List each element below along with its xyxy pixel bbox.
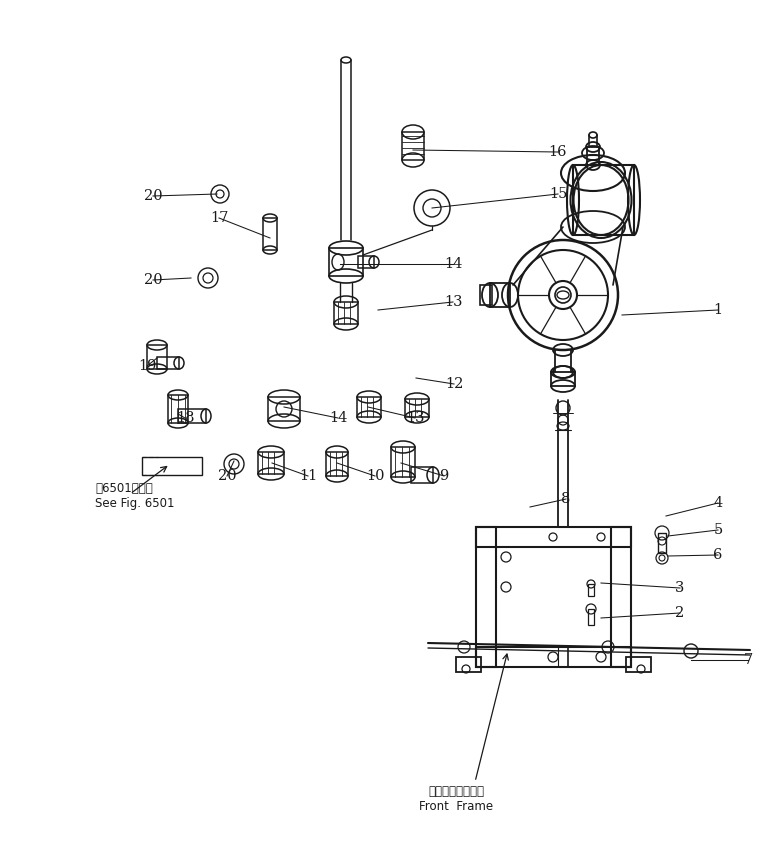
Bar (476, 647, 631, 667)
Text: 18: 18 (175, 411, 194, 425)
Bar (658, 533, 666, 553)
Bar (551, 372, 575, 386)
Bar (268, 397, 300, 421)
Bar (258, 452, 284, 474)
Bar (588, 609, 594, 625)
Text: 14: 14 (444, 257, 462, 271)
Text: 17: 17 (209, 211, 228, 225)
Bar (411, 467, 433, 483)
Bar (588, 584, 594, 596)
Bar (476, 527, 496, 667)
Text: フロントフレーム: フロントフレーム (428, 785, 484, 798)
Bar (178, 409, 206, 423)
Bar (142, 457, 202, 475)
Bar (490, 283, 510, 307)
Bar (334, 302, 358, 324)
Bar (402, 132, 424, 160)
Text: 4: 4 (713, 496, 723, 510)
Text: 2: 2 (676, 606, 685, 620)
Bar (358, 256, 374, 268)
Bar (587, 147, 599, 165)
Bar (626, 657, 651, 672)
Text: 8: 8 (561, 492, 570, 506)
Bar (405, 399, 429, 417)
Text: See Fig. 6501: See Fig. 6501 (95, 497, 175, 510)
Text: 20: 20 (144, 189, 162, 203)
Bar (357, 397, 381, 417)
Text: 1: 1 (713, 303, 723, 317)
Text: 16: 16 (549, 145, 567, 159)
Text: 9: 9 (439, 469, 448, 483)
Bar (329, 248, 363, 276)
Bar (263, 218, 277, 250)
Text: 15: 15 (549, 187, 567, 201)
Text: 10: 10 (366, 469, 384, 483)
Bar (476, 527, 631, 547)
Bar (168, 395, 188, 423)
Text: 13: 13 (406, 411, 424, 425)
Bar (147, 345, 167, 369)
Text: 14: 14 (329, 411, 347, 425)
Bar (480, 285, 492, 305)
Text: 19: 19 (138, 359, 156, 373)
Bar (157, 357, 179, 369)
Text: 20: 20 (218, 469, 237, 483)
Bar (573, 165, 634, 235)
Text: 11: 11 (299, 469, 317, 483)
Text: 13: 13 (444, 295, 462, 309)
Text: Front  Frame: Front Frame (419, 800, 493, 813)
Text: 20: 20 (144, 273, 162, 287)
Text: 12: 12 (444, 377, 463, 391)
Bar (611, 527, 631, 667)
Text: 7: 7 (744, 653, 753, 667)
Bar (326, 452, 348, 476)
Text: 5: 5 (713, 523, 723, 537)
Bar (391, 447, 415, 477)
Text: 3: 3 (676, 581, 685, 595)
Bar (456, 657, 481, 672)
Text: 第6501図参照: 第6501図参照 (95, 482, 153, 495)
Text: 6: 6 (713, 548, 723, 562)
